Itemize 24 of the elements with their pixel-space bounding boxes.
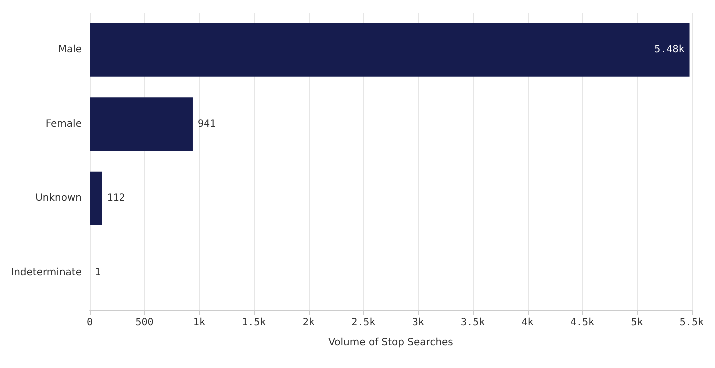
x-tick-label: 3.5k <box>461 318 486 328</box>
y-tick-label: Male <box>58 44 82 56</box>
y-tick-label: Unknown <box>36 193 82 204</box>
x-tick-label: 1.5k <box>242 318 266 328</box>
x-tick-label: 0 <box>86 318 94 328</box>
x-tick-label: 2.5k <box>352 318 376 328</box>
x-tick-label: 5.5k <box>680 318 704 328</box>
x-tick-label: 500 <box>136 318 154 328</box>
bar <box>90 172 102 226</box>
y-tick-label: Female <box>46 118 82 130</box>
x-tick-label: 1k <box>193 318 206 328</box>
x-tick-label: 5k <box>631 318 644 328</box>
bar <box>90 23 690 77</box>
x-axis-title: Volume of Stop Searches <box>328 338 454 348</box>
data-label: 5.48k <box>654 44 685 56</box>
x-tick-label: 2k <box>302 318 315 328</box>
x-tick-label: 3k <box>412 318 424 328</box>
y-tick-label: Indeterminate <box>11 267 82 278</box>
x-tick-label: 4.5k <box>570 318 595 328</box>
data-label: 112 <box>107 193 126 204</box>
data-label: 1 <box>95 267 102 278</box>
x-tick-label: 4k <box>522 318 534 328</box>
bar <box>90 98 193 152</box>
data-label: 941 <box>198 118 216 130</box>
